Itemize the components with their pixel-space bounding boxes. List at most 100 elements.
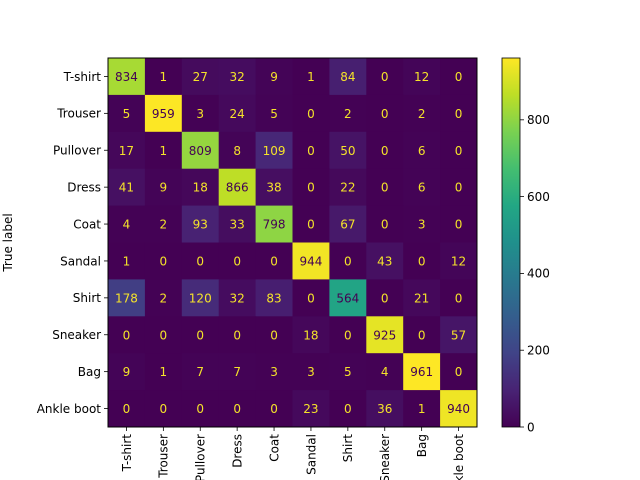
cell-value-0-0: 834 [115, 70, 138, 84]
cell-8-9 [440, 353, 478, 391]
cell-7-4 [255, 316, 293, 354]
cell-value-4-7: 0 [381, 218, 389, 232]
cell-value-6-6: 564 [336, 291, 359, 305]
cell-value-6-9: 0 [455, 291, 463, 305]
cell-1-4 [255, 94, 293, 133]
cell-8-5 [292, 353, 330, 391]
cell-9-2 [181, 390, 220, 428]
cell-value-4-8: 3 [418, 218, 426, 232]
cell-8-8 [403, 353, 441, 391]
cell-value-6-2: 120 [189, 291, 212, 305]
x-tick-label: Pullover [194, 434, 208, 480]
cell-value-7-3: 0 [233, 328, 241, 342]
cell-value-9-7: 36 [377, 402, 392, 416]
cell-4-5 [292, 205, 330, 243]
cell-2-8 [403, 131, 441, 170]
cell-2-6 [329, 131, 367, 170]
colorbar-gradient [501, 57, 521, 428]
cell-8-1 [144, 353, 183, 391]
cell-value-5-7: 43 [377, 254, 392, 268]
cell-value-6-3: 32 [230, 291, 245, 305]
cell-2-7 [366, 131, 404, 170]
cell-0-2 [181, 58, 220, 96]
cell-9-6 [329, 390, 367, 428]
cell-5-7 [366, 242, 404, 280]
cell-7-0 [108, 316, 146, 354]
cell-value-5-6: 0 [344, 254, 352, 268]
cell-value-9-5: 23 [303, 402, 318, 416]
cell-1-0 [108, 94, 146, 133]
cell-7-1 [144, 316, 183, 354]
cell-2-4 [255, 131, 293, 170]
y-tick-label: Dress [67, 180, 101, 194]
cell-value-9-0: 0 [123, 402, 131, 416]
x-tick-label: Bag [415, 434, 429, 457]
cell-5-5 [292, 242, 330, 280]
colorbar-tick-label: 800 [527, 113, 550, 127]
cell-value-2-3: 8 [233, 144, 241, 158]
cell-2-0 [108, 131, 146, 170]
cell-6-2 [181, 279, 220, 317]
cell-5-1 [144, 242, 183, 280]
colorbar-tick-label: 400 [527, 267, 550, 281]
cell-7-3 [218, 316, 257, 354]
colorbar-tick-label: 600 [527, 190, 550, 204]
cell-value-2-5: 0 [307, 144, 315, 158]
cell-7-9 [440, 316, 478, 354]
cell-6-4 [255, 279, 293, 317]
x-tick-label: Ankle boot [452, 434, 466, 480]
cell-9-3 [218, 390, 257, 428]
cell-value-6-0: 178 [115, 291, 138, 305]
cell-1-7 [366, 94, 404, 133]
cell-value-8-7: 4 [381, 365, 389, 379]
cell-8-3 [218, 353, 257, 391]
cell-value-1-3: 24 [230, 107, 245, 121]
cell-value-7-5: 18 [303, 328, 318, 342]
cell-value-5-1: 0 [160, 254, 168, 268]
cell-9-8 [403, 390, 441, 428]
heatmap-cells [108, 58, 478, 428]
cell-7-7 [366, 316, 404, 354]
cell-4-9 [440, 205, 478, 243]
y-tick-label: Pullover [53, 144, 101, 158]
colorbar-tick-label: 200 [527, 344, 550, 358]
cell-value-8-6: 5 [344, 365, 352, 379]
cell-value-0-9: 0 [455, 70, 463, 84]
cell-3-3 [218, 168, 257, 207]
cell-8-2 [181, 353, 220, 391]
cell-value-3-4: 38 [266, 181, 281, 195]
cell-value-4-9: 0 [455, 218, 463, 232]
x-tick-label: Sandal [304, 434, 318, 475]
x-tick-label: T-shirt [120, 434, 134, 473]
cell-value-2-1: 1 [160, 144, 168, 158]
cell-value-4-0: 4 [123, 218, 131, 232]
cell-value-9-2: 0 [196, 402, 204, 416]
cell-7-5 [292, 316, 330, 354]
cell-value-0-5: 1 [307, 70, 315, 84]
cell-value-3-5: 0 [307, 181, 315, 195]
cell-value-8-4: 3 [270, 365, 278, 379]
cell-4-2 [181, 205, 220, 243]
cell-6-6 [329, 279, 367, 317]
cell-value-8-9: 0 [455, 365, 463, 379]
cell-3-2 [181, 168, 220, 207]
cell-1-2 [181, 94, 220, 133]
cell-value-3-1: 9 [160, 181, 168, 195]
cell-value-4-6: 67 [340, 218, 355, 232]
cell-6-5 [292, 279, 330, 317]
x-tick-label: Dress [230, 434, 244, 468]
cell-4-1 [144, 205, 183, 243]
cell-0-7 [366, 58, 404, 96]
cell-8-4 [255, 353, 293, 391]
colorbar: 0 200 400 600 800 [501, 57, 550, 434]
cell-value-0-4: 9 [270, 70, 278, 84]
cell-3-1 [144, 168, 183, 207]
cell-value-0-6: 84 [340, 70, 355, 84]
cell-value-1-6: 2 [344, 107, 352, 121]
cell-0-0 [108, 58, 146, 96]
cell-6-1 [144, 279, 183, 317]
cell-9-9 [440, 390, 478, 428]
cell-value-1-7: 0 [381, 107, 389, 121]
cell-value-2-7: 0 [381, 144, 389, 158]
cell-value-4-2: 93 [193, 218, 208, 232]
